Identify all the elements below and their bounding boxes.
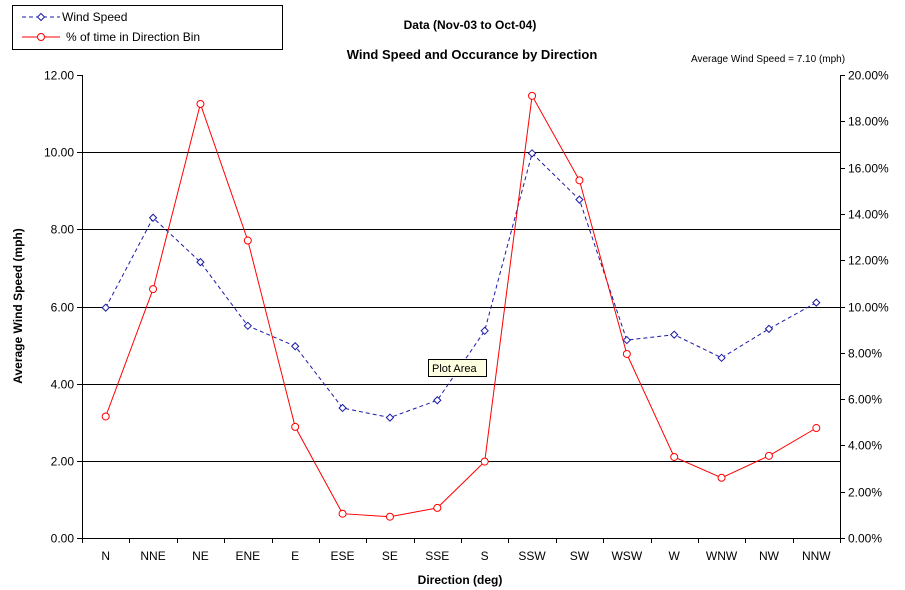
legend-item-wind-speed: Wind Speed <box>22 10 127 24</box>
tooltip-label: Plot Area <box>432 363 478 375</box>
x-axis-title: Direction (deg) <box>418 573 503 587</box>
series-line <box>105 152 817 419</box>
x-tick-label: NNE <box>140 549 165 563</box>
legend-item-percent-time: % of time in Direction Bin <box>22 30 200 44</box>
data-point-diamond <box>622 335 632 345</box>
x-tick-label: SSW <box>518 549 546 563</box>
axes <box>82 75 841 539</box>
legend: Wind Speed % of time in Direction Bin <box>12 5 283 50</box>
data-point-circle <box>291 422 300 431</box>
data-point-diamond <box>527 149 537 158</box>
data-point-circle <box>338 509 347 518</box>
x-tick-label: NW <box>759 549 780 563</box>
legend-label-wind-speed: Wind Speed <box>62 10 127 24</box>
data-point-diamond <box>669 330 679 339</box>
x-tick-label: ESE <box>331 549 355 563</box>
data-point-diamond <box>243 321 253 330</box>
y2-tick-label: 20.00% <box>848 69 889 83</box>
chart-subtitle: Data (Nov-03 to Oct-04) <box>404 18 537 32</box>
data-point-diamond <box>148 213 158 222</box>
series <box>101 91 821 521</box>
data-point-circle <box>575 176 584 185</box>
data-point-diamond <box>101 303 110 312</box>
data-point-diamond <box>575 195 584 204</box>
x-tick-label: WNW <box>706 549 738 563</box>
series-percent-time <box>101 91 821 521</box>
y-tick-label: 2.00 <box>51 455 75 469</box>
data-point-circle <box>528 91 537 100</box>
y2-tick-label: 0.00% <box>848 532 882 546</box>
y-tick-label: 6.00 <box>51 301 75 315</box>
data-point-circle <box>480 457 489 466</box>
x-tick-label: S <box>481 549 489 563</box>
data-point-circle <box>385 512 394 521</box>
y2-tick-label: 6.00% <box>848 393 882 407</box>
average-annotation: Average Wind Speed = 7.10 (mph) <box>691 54 845 65</box>
data-point-circle <box>149 285 158 294</box>
data-point-circle <box>433 503 442 512</box>
y2-tick-label: 4.00% <box>848 439 882 453</box>
data-point-diamond <box>385 413 395 422</box>
data-point-diamond <box>480 326 489 336</box>
tooltip-box <box>428 359 487 377</box>
y-tick-label: 12.00 <box>44 69 74 83</box>
x-tick-label: ENE <box>235 549 260 563</box>
x-tick-label: WSW <box>611 549 642 563</box>
chart-title: Wind Speed and Occurance by Direction <box>347 47 598 62</box>
y2-tick-label: 10.00% <box>848 301 889 315</box>
y-tick-labels: 0.00 2.00 4.00 6.00 8.00 10.00 12.00 <box>44 69 82 546</box>
y-tick-label: 8.00 <box>51 223 75 237</box>
y2-tick-label: 18.00% <box>848 115 889 129</box>
x-tick-label: E <box>291 549 299 563</box>
gridlines <box>82 152 840 462</box>
x-tick-label: SW <box>570 549 590 563</box>
y-tick-label: 0.00 <box>51 532 75 546</box>
data-point-circle <box>670 452 679 461</box>
data-point-circle <box>764 451 773 460</box>
x-tick-label: N <box>101 549 110 563</box>
data-point-circle <box>101 412 110 421</box>
series-line <box>105 94 817 518</box>
x-tick-label: SSE <box>425 549 449 563</box>
y-tick-label: 4.00 <box>51 378 75 392</box>
data-point-circle <box>196 99 205 108</box>
data-point-circle <box>812 424 821 433</box>
data-point-diamond <box>433 396 442 405</box>
data-point-circle <box>622 349 631 358</box>
y2-tick-label: 2.00% <box>848 486 882 500</box>
data-point-diamond <box>338 403 347 413</box>
data-point-circle <box>717 473 726 482</box>
x-tick-label: NNW <box>802 549 831 563</box>
legend-marker-diamond <box>36 12 46 22</box>
legend-label-percent-time: % of time in Direction Bin <box>66 30 200 44</box>
y-axis-title: Average Wind Speed (mph) <box>11 228 25 383</box>
legend-marker-circle <box>37 33 45 41</box>
y-tick-label: 10.00 <box>44 146 74 160</box>
y2-tick-label: 14.00% <box>848 208 889 222</box>
x-tick-labels: N NNE NE ENE E ESE SE SSE S SSW SW WSW W WNW NW NNW <box>82 538 841 563</box>
data-point-diamond <box>812 298 821 307</box>
data-point-circle <box>243 236 252 245</box>
data-point-diamond <box>290 342 300 351</box>
legend-box <box>12 5 283 50</box>
data-point-diamond <box>196 257 205 267</box>
x-tick-label: NE <box>192 549 209 563</box>
x-tick-label: SE <box>382 549 398 563</box>
plot-area-tooltip: Plot Area <box>428 359 487 377</box>
y2-tick-label: 16.00% <box>848 162 889 176</box>
y2-tick-label: 8.00% <box>848 347 882 361</box>
y2-tick-label: 12.00% <box>848 254 889 268</box>
y2-tick-labels: 0.00% 2.00% 4.00% 6.00% 8.00% 10.00% 12.00% 14.… <box>840 69 889 546</box>
data-point-diamond <box>717 353 726 363</box>
data-point-diamond <box>764 324 774 334</box>
x-tick-label: W <box>669 549 681 563</box>
series-wind-speed <box>101 149 821 422</box>
